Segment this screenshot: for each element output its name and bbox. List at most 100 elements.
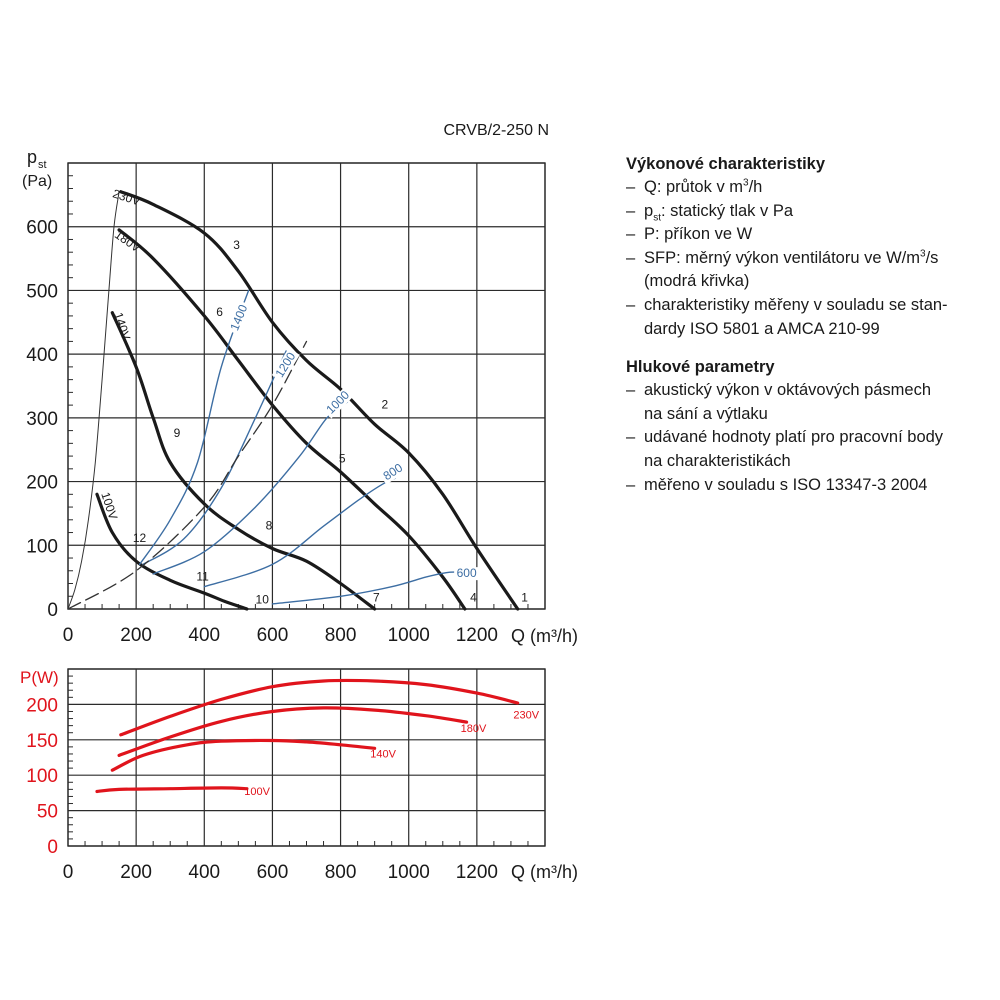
note-flow-text: Q: průtok v m xyxy=(644,178,744,196)
x-tick-label: 600 xyxy=(257,625,289,646)
point-label-6: 6 xyxy=(216,305,223,319)
series-1200-sfp-line xyxy=(142,350,287,566)
power-series-230v-line xyxy=(119,678,520,737)
x-tick-label: 800 xyxy=(325,862,357,883)
series-startup-startup-line xyxy=(67,191,120,610)
note-flow: Q: průtok v m3/h xyxy=(626,176,996,200)
y-tick-label: 300 xyxy=(26,409,58,430)
series-100v-fan-line xyxy=(95,492,249,611)
power-label-100v: 100V xyxy=(244,786,270,798)
model-label: CRVB/2-250 N xyxy=(443,122,549,139)
y-tick-label: 200 xyxy=(26,473,58,494)
note-sfp-sup: 3 xyxy=(920,248,926,260)
note-flow-tail: /h xyxy=(748,178,763,196)
sfp-label-bg xyxy=(271,348,300,383)
x-axis-title: Q (m³/h) xyxy=(511,626,578,646)
note-static-pressure: pst: statický tlak v Pa xyxy=(626,200,996,224)
y-tick-label: 50 xyxy=(37,802,58,823)
point-label-4: 4 xyxy=(470,590,477,604)
series-1400-sfp-line xyxy=(138,289,250,566)
pressure-plot: 0 200 400 600 800 1000 1200 0 100 200 300 400 500 600… xyxy=(22,147,578,646)
note-acoustic: akustický výkon v oktávových pásmech na s… xyxy=(626,379,996,426)
note-pst-sub: st xyxy=(653,211,661,223)
note-acoustic-line1: akustický výkon v oktávových pásmech xyxy=(644,381,932,400)
note-flow-sup: 3 xyxy=(743,177,749,189)
x-tick-label: 600 xyxy=(257,862,289,883)
x-tick-label: 1200 xyxy=(456,862,498,883)
noise-block: Hlukové parametry akustický výkon v oktá… xyxy=(626,355,996,497)
power-series-100v-line xyxy=(95,786,249,794)
y-tick-label: 600 xyxy=(26,218,58,239)
point-label-5: 5 xyxy=(339,451,346,465)
note-sfp-curve: (modrá křivka) xyxy=(644,272,750,291)
y-axis-unit: (Pa) xyxy=(22,173,52,190)
y-tick-label: 0 xyxy=(47,837,58,858)
note-operating-line2: na charakteristikách xyxy=(644,451,791,470)
point-label-10: 10 xyxy=(256,592,270,606)
y-tick-label: 500 xyxy=(26,281,58,302)
note-pst-tail: : statický tlak v Pa xyxy=(660,201,794,220)
power-series-140v-line xyxy=(110,738,377,772)
y-axis-title: p xyxy=(27,147,37,167)
series-1000-sfp-line xyxy=(152,401,349,575)
series-180v-fan-line xyxy=(117,228,467,611)
note-operating-line1: udávané hodnoty platí pro pracovní body xyxy=(644,428,944,447)
y-axis-title-sub: st xyxy=(38,159,47,171)
note-pst-text: p xyxy=(644,201,654,220)
x-tick-label: 0 xyxy=(63,862,74,883)
series-140v-fan-line xyxy=(110,311,377,611)
y-tick-label: 0 xyxy=(47,600,58,621)
x-tick-label: 1200 xyxy=(456,625,498,646)
voltage-label-180v: 180V xyxy=(112,228,143,256)
y-tick-label: 200 xyxy=(26,695,58,716)
x-tick-label: 400 xyxy=(188,625,220,646)
point-label-11: 11 xyxy=(196,569,209,583)
voltage-label-140v: 140V xyxy=(111,311,133,342)
point-label-3: 3 xyxy=(233,238,240,252)
voltage-label-230v: 230V xyxy=(111,186,142,208)
noise-heading: Hlukové parametry xyxy=(626,358,775,377)
power-label-180v: 180V xyxy=(461,723,487,735)
point-label-12: 12 xyxy=(133,531,147,545)
series-800-sfp-line xyxy=(203,477,396,588)
power-plot: 0 200 400 600 800 1000 1200 0 50 100 150 200 Q (m³/h… xyxy=(20,668,578,883)
x-axis-title: Q (m³/h) xyxy=(511,862,578,882)
performance-list: Q: průtok v m3/h pst: statický tlak v Pa… xyxy=(626,176,996,341)
note-sfp-text: SFP: měrný výkon ventilátoru ve W/m xyxy=(644,248,920,267)
x-tick-label: 1000 xyxy=(388,625,430,646)
sfp-label-bg xyxy=(379,460,408,485)
y-tick-label: 150 xyxy=(26,731,58,752)
y-axis-title: P(W) xyxy=(20,668,59,687)
chart-legend-notes: Výkonové charakteristiky Q: průtok v m3/… xyxy=(626,152,996,497)
sfp-label-1400: 1400 xyxy=(227,302,250,332)
x-tick-label: 400 xyxy=(188,862,220,883)
sfp-label-bg xyxy=(322,386,355,419)
point-label-7: 7 xyxy=(373,590,380,604)
x-tick-label: 200 xyxy=(120,625,152,646)
note-acoustic-line2: na sání a výtlaku xyxy=(644,404,768,423)
note-standards-line1: charakteristiky měřeny v souladu se stan… xyxy=(644,295,948,314)
note-power: P: příkon ve W xyxy=(626,223,996,247)
performance-heading: Výkonové charakteristiky xyxy=(626,155,826,173)
sfp-label-bg xyxy=(227,300,252,336)
x-tick-label: 800 xyxy=(325,625,357,646)
point-label-1: 1 xyxy=(521,590,528,604)
series-system-system-line xyxy=(67,340,308,610)
y-tick-label: 100 xyxy=(26,766,58,787)
point-label-2: 2 xyxy=(382,397,389,411)
point-label-8: 8 xyxy=(266,518,273,532)
sfp-label-600: 600 xyxy=(457,566,477,580)
power-label-230v: 230V xyxy=(513,710,539,722)
noise-list: akustický výkon v oktávových pásmech na s… xyxy=(626,379,996,497)
note-operating-points: udávané hodnoty platí pro pracovní body n… xyxy=(626,426,996,473)
point-label-9: 9 xyxy=(174,426,181,440)
x-tick-label: 0 xyxy=(63,625,74,646)
y-tick-label: 100 xyxy=(26,536,58,557)
series-230v-fan-line xyxy=(119,190,520,611)
note-standards-line2: dardy ISO 5801 a AMCA 210-99 xyxy=(644,319,880,338)
sfp-label-bg xyxy=(454,567,480,581)
series-600-sfp-line xyxy=(271,571,458,605)
note-iso: měřeno v souladu s ISO 13347-3 2004 xyxy=(626,474,996,498)
x-tick-label: 200 xyxy=(120,862,152,883)
